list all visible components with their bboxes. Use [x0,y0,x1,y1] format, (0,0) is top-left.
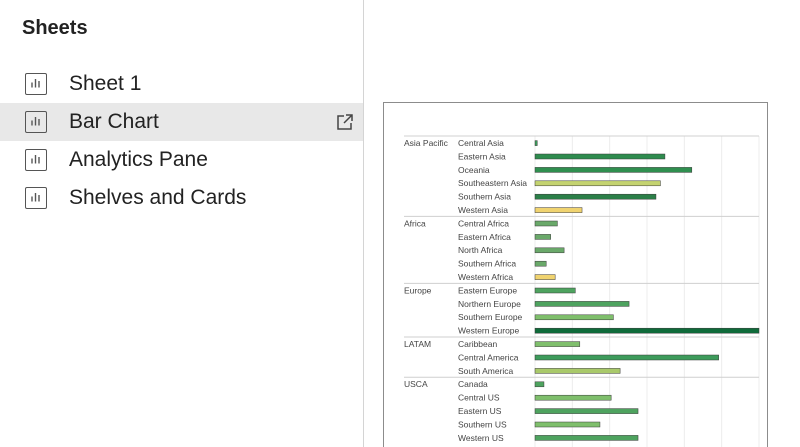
sheet-item-label: Bar Chart [69,110,159,133]
bar [534,207,583,213]
bar [534,368,621,374]
group-label: Asia Pacific [404,138,449,148]
bar-chart-sheet-icon [25,187,47,209]
bar [534,408,639,414]
category-label: Western Asia [458,205,508,215]
category-label: Southeastern Asia [458,178,527,188]
category-label: Eastern Africa [458,232,511,242]
bar-chart: Asia Pacific Central Asia Eastern Asia Ocea… [404,135,760,447]
category-label: Canada [458,379,488,389]
category-label: Eastern Europe [458,285,517,295]
category-label: Eastern US [458,406,502,416]
category-label: Western Africa [458,272,513,282]
bar [534,180,661,187]
category-label: Northern Europe [458,299,521,309]
category-label: Oceania [458,165,490,175]
bar [534,220,558,227]
sidebar-title: Sheets [22,17,88,39]
bar [534,260,547,267]
sheet-item-bar-chart[interactable]: Bar Chart [0,103,363,141]
bar-chart-sheet-icon [25,111,47,133]
category-label: Central Asia [458,138,504,148]
bar [534,153,666,160]
bar [534,167,693,173]
category-label: Central America [458,352,519,362]
category-label: Central Africa [458,218,509,228]
bar [534,140,538,146]
bar [534,314,614,321]
category-label: Southern Asia [458,192,511,202]
sheet-item-analytics-pane[interactable]: Analytics Pane [0,141,363,179]
bar [534,354,719,361]
sheet-item-label: Sheet 1 [69,72,142,95]
category-label: Caribbean [458,339,497,349]
group-label: LATAM [404,339,431,349]
bar [534,247,565,254]
bar [534,234,551,240]
group-label: Africa [404,218,426,228]
category-label: Central US [458,393,500,403]
category-label: Western Europe [458,326,520,336]
sheet-item-label: Analytics Pane [69,148,208,171]
bar [534,327,760,334]
group-label: USCA [404,379,428,389]
bar [534,287,576,294]
category-label: Southern US [458,419,507,429]
category-label: North Africa [458,245,503,255]
bar [534,381,545,388]
category-label: South America [458,366,514,376]
sheet-item-label: Shelves and Cards [69,186,247,209]
sheets-sidebar: Sheets Sheet 1 Bar Chart Analytics Pane … [0,0,364,447]
category-label: Western US [458,433,504,443]
bar [534,394,612,401]
category-label: Southern Europe [458,312,523,322]
bar [534,341,581,347]
bar [534,435,639,441]
bar-chart-sheet-icon [25,149,47,171]
bar [534,421,601,428]
bar-chart-sheet-icon [25,73,47,95]
group-label: Europe [404,285,432,295]
sheet-item-shelves-and-cards[interactable]: Shelves and Cards [0,179,363,217]
popout-icon[interactable] [335,112,355,132]
category-label: Eastern Asia [458,151,506,161]
category-label: Southern Africa [458,259,516,269]
sheet-item-sheet-1[interactable]: Sheet 1 [0,65,363,103]
bar [534,193,657,200]
bar [534,274,556,280]
sheet-preview-canvas[interactable]: Asia Pacific Central Asia Eastern Asia Ocea… [383,102,768,447]
bar [534,301,630,307]
